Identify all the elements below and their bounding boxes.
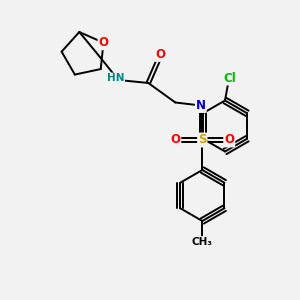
Text: Cl: Cl (223, 71, 236, 85)
Text: O: O (170, 134, 180, 146)
Text: CH₃: CH₃ (192, 237, 213, 247)
Text: S: S (198, 134, 207, 146)
Text: HN: HN (106, 74, 124, 83)
Text: O: O (155, 48, 165, 61)
Text: O: O (98, 36, 109, 49)
Text: O: O (224, 134, 234, 146)
Text: N: N (196, 99, 206, 112)
